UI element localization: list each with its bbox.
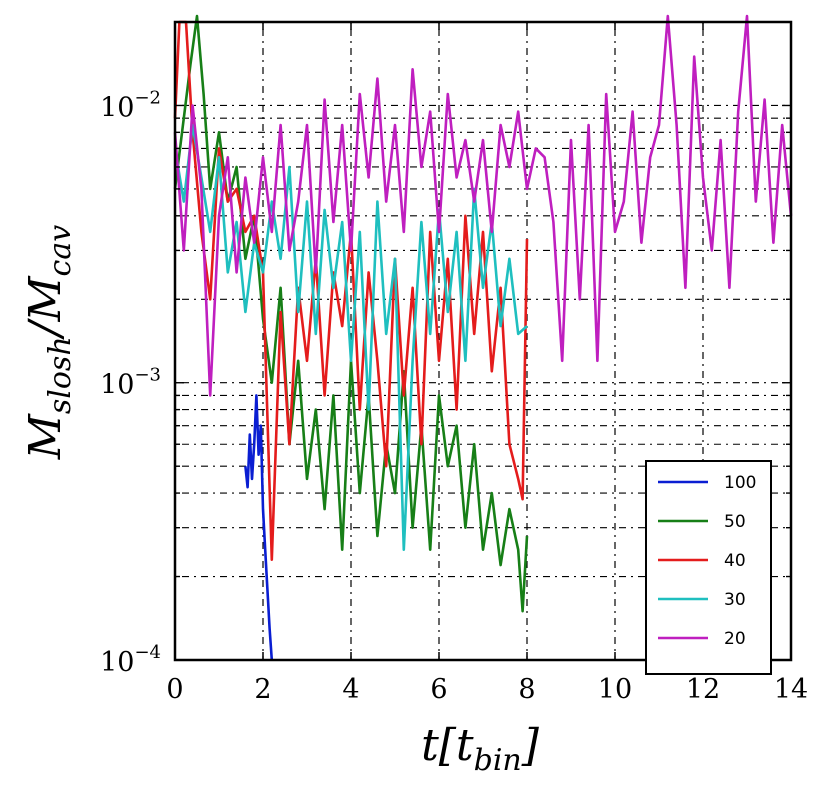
y-tick-label: 10−2 — [100, 87, 161, 123]
legend-label: 100 — [724, 473, 756, 493]
x-tick-label: 6 — [430, 674, 447, 705]
x-tick-label: 4 — [342, 674, 359, 705]
x-tick-label: 2 — [254, 674, 271, 705]
x-tick-label: 0 — [166, 674, 183, 705]
axes: 0 2 4 6 8 10 12 14 10−4 10−3 10−2 — [100, 20, 808, 705]
y-axis-label: Mslosh/Mcav — [20, 225, 78, 460]
x-tick-label: 10 — [598, 674, 632, 705]
x-axis-label: t[tbin] — [421, 720, 540, 778]
series-line-20 — [173, 14, 793, 397]
plot-frame — [173, 20, 793, 662]
x-tick-label: 8 — [518, 674, 535, 705]
legend-label: 30 — [724, 590, 746, 610]
legend: 100 50 40 30 20 — [645, 460, 772, 675]
x-tick-label: 12 — [686, 674, 720, 705]
legend-label: 40 — [724, 551, 746, 571]
legend-label: 50 — [724, 512, 746, 532]
y-tick-label: 10−4 — [100, 642, 161, 678]
legend-label: 20 — [724, 629, 746, 649]
series-line-100 — [244, 394, 274, 661]
series-lines — [173, 14, 793, 661]
y-tick-label: 10−3 — [100, 365, 161, 401]
x-tick-label: 14 — [774, 674, 808, 705]
